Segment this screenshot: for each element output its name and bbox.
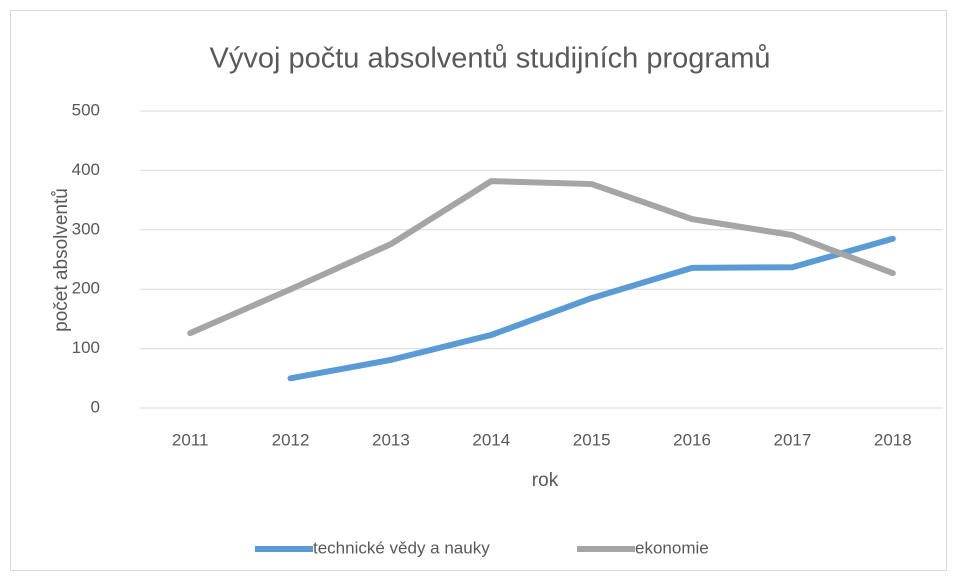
y-axis-label: počet absolventů <box>51 188 72 332</box>
x-tick-label: 2016 <box>673 430 711 449</box>
data-line <box>287 235 896 382</box>
chart-title: Vývoj počtu absolventů studijních progra… <box>210 43 771 75</box>
y-tick-label: 300 <box>72 219 100 238</box>
x-tick-label: 2018 <box>874 430 912 449</box>
y-tick-label: 0 <box>91 397 100 416</box>
x-tick-label: 2012 <box>272 430 310 449</box>
x-tick-label: 2011 <box>172 430 209 449</box>
data-line <box>187 178 896 337</box>
y-tick-label: 200 <box>72 279 100 298</box>
y-tick-label: 100 <box>72 338 100 357</box>
x-tick-label: 2017 <box>774 430 812 449</box>
x-axis-label: rok <box>532 470 559 491</box>
chart-border <box>10 10 947 571</box>
y-tick-label: 400 <box>72 160 100 179</box>
y-tick-label: 500 <box>72 100 100 119</box>
legend-label: ekonomie <box>635 538 709 557</box>
legend-label: technické vědy a nauky <box>313 538 490 557</box>
x-tick-label: 2014 <box>472 430 510 449</box>
x-tick-label: 2015 <box>573 430 611 449</box>
x-tick-label: 2013 <box>372 430 410 449</box>
